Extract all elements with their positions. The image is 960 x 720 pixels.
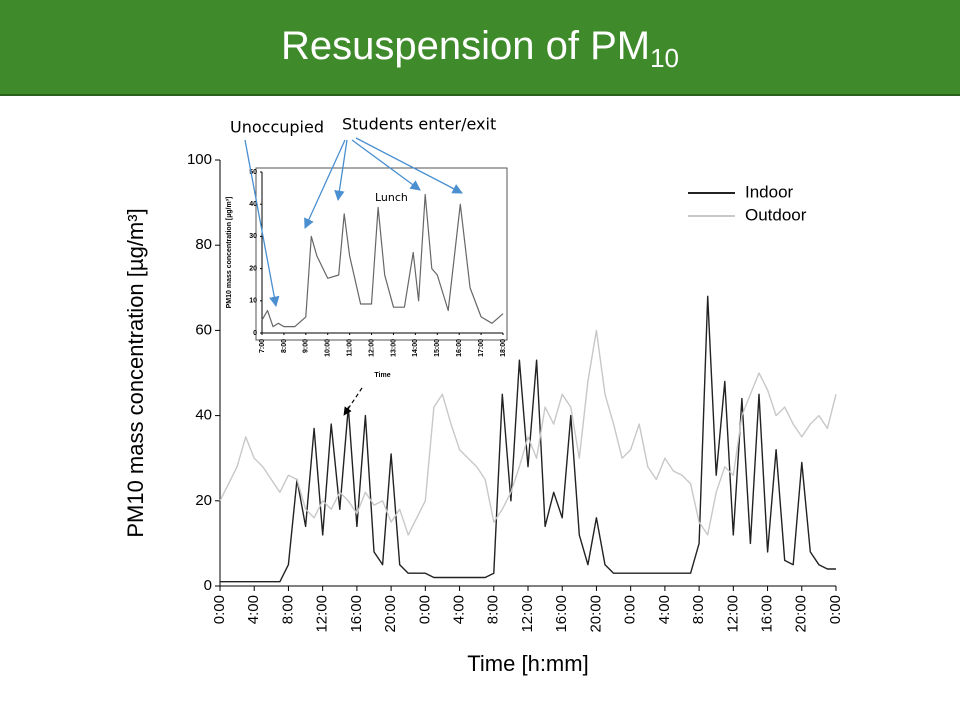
y-axis-label: PM10 mass concentration [µg/m³] — [226, 197, 233, 309]
x-axis-label: Time — [374, 372, 390, 379]
y-tick-label: 0 — [253, 330, 257, 337]
x-tick-label: 8:00 — [281, 339, 288, 353]
annotation-arrows — [244, 137, 463, 308]
x-tick-label: 11:00 — [346, 339, 353, 357]
x-tick-label: 0:00 — [416, 595, 433, 624]
x-tick-label: 4:00 — [245, 595, 262, 624]
x-tick-label: 0:00 — [622, 595, 639, 624]
x-tick-label: 16:00 — [553, 595, 570, 633]
x-tick-label: 18:00 — [500, 339, 507, 357]
legend-label: Indoor — [745, 182, 794, 201]
x-tick-label: 12:00 — [368, 339, 375, 357]
x-tick-label: 14:00 — [412, 339, 419, 357]
arrow — [351, 139, 421, 191]
series-line — [219, 329, 837, 536]
x-tick-label: 12:00 — [314, 595, 331, 633]
arrow — [334, 139, 348, 202]
y-tick-label: 100 — [187, 151, 212, 168]
x-tick-label: 9:00 — [303, 339, 310, 353]
x-tick-label: 16:00 — [456, 339, 463, 357]
x-tick-label: 20:00 — [382, 595, 399, 633]
title-main: Resuspension of PM — [281, 24, 650, 68]
y-tick-label: 80 — [195, 236, 212, 253]
x-tick-label: 17:00 — [478, 339, 485, 357]
inset-frame — [255, 167, 508, 341]
legend-label: Outdoor — [745, 205, 807, 224]
arrow — [355, 137, 463, 194]
slide-title: Resuspension of PM10 — [281, 24, 679, 73]
y-tick-label: 10 — [249, 298, 257, 305]
x-tick-label: 8:00 — [279, 595, 296, 624]
arrow — [304, 139, 346, 229]
title-subscript: 10 — [650, 43, 679, 73]
y-tick-label: 0 — [204, 577, 212, 594]
x-tick-label: 4:00 — [451, 595, 468, 624]
y-tick-label: 50 — [249, 169, 257, 176]
x-tick-label: 13:00 — [390, 339, 397, 357]
annotation: Unoccupied — [230, 118, 324, 137]
annotation: Students enter/exit — [342, 115, 496, 134]
arrow — [244, 139, 280, 308]
x-tick-label: 8:00 — [485, 595, 502, 624]
x-tick-label: 7:00 — [259, 339, 266, 353]
x-tick-label: 4:00 — [656, 595, 673, 624]
y-tick-label: 60 — [195, 321, 212, 338]
header-band — [0, 0, 960, 95]
x-axis-label: Time [h:mm] — [467, 651, 588, 676]
x-tick-label: 15:00 — [434, 339, 441, 357]
x-tick-label: 20:00 — [587, 595, 604, 633]
y-tick-label: 40 — [249, 201, 257, 208]
x-tick-label: 20:00 — [793, 595, 810, 633]
y-tick-label: 30 — [249, 233, 257, 240]
annotation: Lunch — [375, 191, 408, 204]
x-tick-label: 8:00 — [690, 595, 707, 624]
x-tick-label: 0:00 — [211, 595, 228, 624]
x-tick-label: 12:00 — [724, 595, 741, 633]
x-tick-label: 12:00 — [519, 595, 536, 633]
x-tick-label: 16:00 — [759, 595, 776, 633]
y-tick-label: 40 — [195, 407, 212, 424]
x-tick-label: 16:00 — [348, 595, 365, 633]
y-tick-label: 20 — [195, 492, 212, 509]
series-line — [261, 193, 504, 328]
inset-pointer — [343, 387, 363, 416]
y-axis-label: PM10 mass concentration [µg/m³] — [123, 208, 148, 537]
x-tick-label: 0:00 — [827, 595, 844, 624]
y-tick-label: 20 — [249, 265, 257, 272]
series-line — [220, 295, 836, 583]
x-tick-label: 10:00 — [325, 339, 332, 357]
